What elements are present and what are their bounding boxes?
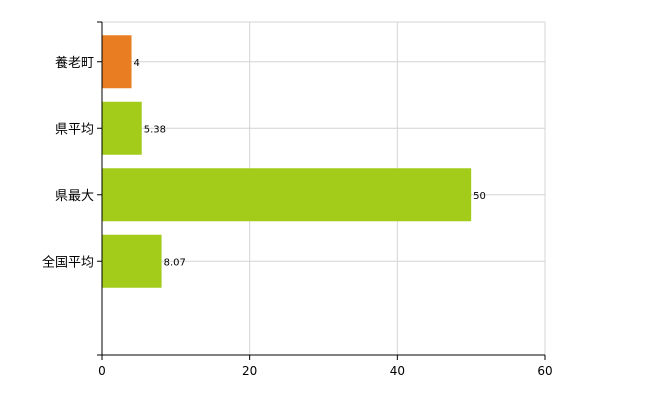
bar — [102, 35, 132, 89]
x-tick-label: 40 — [390, 364, 405, 378]
labels: 4 養老町 5.38 県平均 50 県最大 8.07 全国平均 0 20 40 60 — [42, 55, 553, 378]
x-tick-label: 20 — [242, 364, 257, 378]
x-tick-label: 0 — [98, 364, 106, 378]
data-label: 5.38 — [144, 124, 166, 135]
category-label: 県最大 — [55, 189, 94, 204]
data-label: 8.07 — [164, 257, 186, 268]
bars — [102, 35, 472, 288]
bar — [102, 101, 142, 155]
category-label: 養老町 — [55, 55, 94, 71]
bar — [102, 168, 472, 222]
data-label: 50 — [473, 191, 486, 202]
axes — [97, 21, 546, 360]
category-label: 全国平均 — [42, 254, 94, 270]
data-label: 4 — [134, 58, 140, 69]
x-tick-label: 60 — [537, 364, 552, 378]
category-label: 県平均 — [55, 122, 94, 137]
bar — [102, 234, 162, 288]
